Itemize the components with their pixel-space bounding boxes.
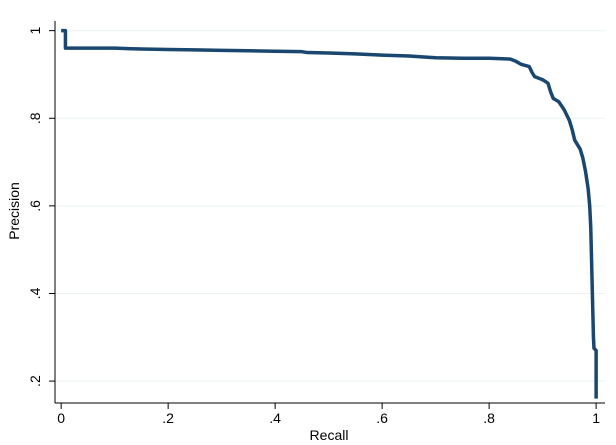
x-tick-label-0: 0 [57, 410, 65, 426]
x-tick-label-5: 1 [592, 410, 600, 426]
x-tick-label-1: .2 [162, 410, 174, 426]
axes [54, 21, 605, 404]
y-tick-label-2: .6 [27, 200, 43, 212]
x-tick-label-2: .4 [269, 410, 281, 426]
series-line-0 [61, 28, 598, 399]
y-tick-label-4: 1 [27, 27, 43, 35]
y-tick-label-1: .4 [27, 287, 43, 299]
x-tick-label-3: .6 [376, 410, 388, 426]
y-axis-title: Precision [6, 182, 22, 240]
tick-marks: 0 .2 .4 .6 .8 1 .2 .4 .6 .8 1 [27, 27, 600, 426]
y-tick-label-3: .8 [27, 112, 43, 124]
x-axis-title: Recall [310, 427, 349, 443]
gridlines [55, 30, 605, 382]
x-tick-label-4: .8 [483, 410, 495, 426]
y-tick-label-0: .2 [27, 375, 43, 387]
series-layer [61, 28, 598, 399]
